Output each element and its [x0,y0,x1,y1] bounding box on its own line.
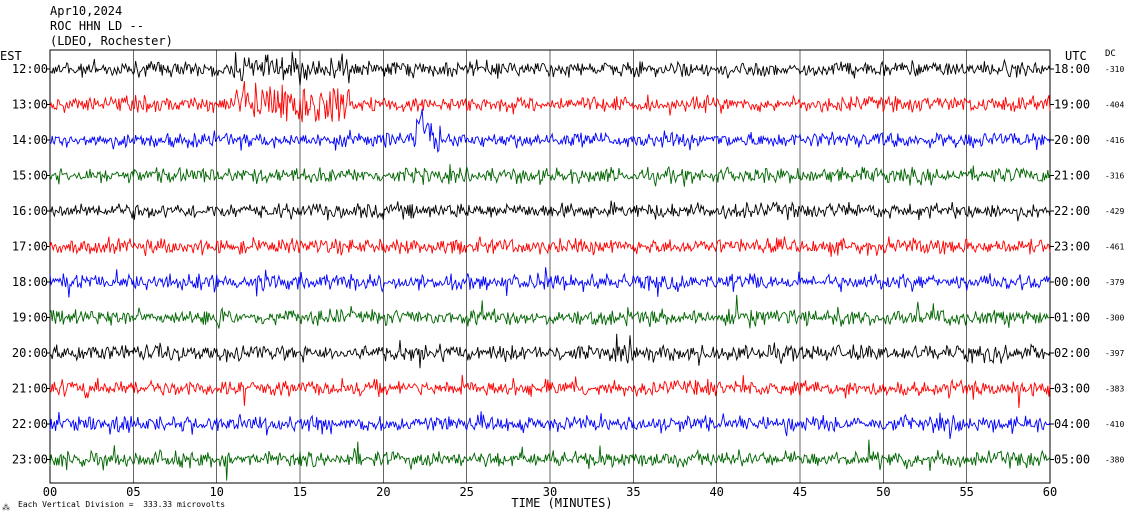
utc-time-label: 18:00 [1054,62,1090,76]
local-time-label: 22:00 [12,417,48,431]
trace-line-1200 [49,51,1051,86]
trace-line-1800 [49,267,1051,298]
local-time-label: 13:00 [12,98,48,112]
utc-time-label: 22:00 [1054,204,1090,218]
local-time-label: 20:00 [12,346,48,360]
x-tick-label: 25 [459,485,473,499]
local-time-label: 17:00 [12,240,48,254]
utc-time-label: 23:00 [1054,240,1090,254]
utc-time-label: 02:00 [1054,346,1090,360]
local-time-label: 14:00 [12,133,48,147]
local-time-label: 23:00 [12,453,48,467]
trace-line-2300 [49,439,1051,481]
dc-offset-label: -416 [1105,136,1124,145]
dc-offset-label: -310 [1105,65,1124,74]
grid-lines [46,49,1054,484]
dc-offset-label: -410 [1105,420,1124,429]
x-tick-label: 45 [793,485,807,499]
local-time-label: 12:00 [12,62,48,76]
chart-date: Apr10,2024 [50,4,123,18]
x-tick-label: 15 [293,485,307,499]
dc-offset-header: DC [1105,49,1116,59]
utc-time-label: 04:00 [1054,417,1090,431]
local-time-label: 16:00 [12,204,48,218]
dc-offset-label: -404 [1105,101,1124,110]
utc-time-label: 03:00 [1054,382,1090,396]
x-tick-label: 40 [709,485,723,499]
x-axis-label: TIME (MINUTES) [511,496,612,510]
dc-offset-label: -397 [1105,349,1124,358]
trace-line-1900 [49,294,1051,329]
trace-line-1500 [49,164,1051,187]
right-timezone-label: UTC [1065,49,1087,63]
network-label: (LDEO, Rochester) [50,34,173,48]
left-timezone-label: EST [0,49,22,63]
station-code: ROC HHN LD -- [50,19,144,33]
utc-time-label: 01:00 [1054,311,1090,325]
x-tick-label: 20 [376,485,390,499]
trace-line-2100 [49,374,1051,409]
local-time-label: 21:00 [12,382,48,396]
x-tick-label: 30 [543,485,557,499]
dc-offset-label: -300 [1105,314,1124,323]
dc-offset-label: -429 [1105,207,1124,216]
x-tick-label: 60 [1043,485,1057,499]
trace-line-2200 [49,411,1051,440]
local-time-label: 19:00 [12,311,48,325]
axis-labels: 00 05 10 15 20 25 30 35 40 45 50 55 60 TIME (MINUTES)… [12,62,1125,510]
x-tick-label: 50 [876,485,890,499]
local-time-label: 18:00 [12,275,48,289]
x-tick-label: 55 [959,485,973,499]
dc-offset-label: -316 [1105,172,1124,181]
logo-icon: ⁂ [2,503,10,512]
trace-line-1600 [49,200,1051,222]
dc-offset-label: -379 [1105,278,1124,287]
trace-group [49,51,1051,481]
x-tick-label: 00 [43,485,57,499]
dc-offset-label: -461 [1105,243,1124,252]
utc-time-label: 21:00 [1054,169,1090,183]
x-tick-label: 10 [209,485,223,499]
utc-time-label: 05:00 [1054,453,1090,467]
utc-time-label: 19:00 [1054,98,1090,112]
scale-note: Each Vertical Division = 333.33 microvol… [18,500,226,509]
trace-line-1700 [49,236,1051,257]
utc-time-label: 20:00 [1054,133,1090,147]
local-time-label: 15:00 [12,169,48,183]
utc-time-label: 00:00 [1054,275,1090,289]
dc-offset-label: -380 [1105,456,1124,465]
x-tick-label: 05 [126,485,140,499]
trace-line-2000 [49,333,1051,369]
trace-line-1400 [49,108,1051,153]
trace-line-1300 [49,81,1051,123]
x-tick-label: 35 [626,485,640,499]
dc-offset-label: -383 [1105,385,1124,394]
